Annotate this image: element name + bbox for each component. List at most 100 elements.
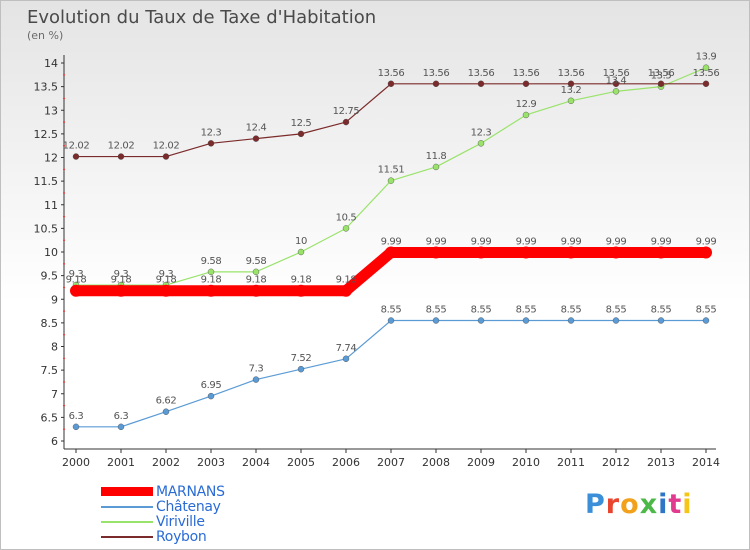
y-minor-dot <box>63 310 65 313</box>
data-label: 12.02 <box>108 141 135 152</box>
data-point <box>385 246 397 259</box>
y-tick-label: 6 <box>51 435 58 448</box>
data-point <box>72 153 80 160</box>
x-tick-label: 2011 <box>557 456 585 469</box>
data-point <box>657 317 665 324</box>
logo-letter: o <box>620 489 640 520</box>
y-minor-dot <box>63 380 65 383</box>
data-point <box>252 268 260 276</box>
data-point <box>475 246 487 259</box>
legend-swatch <box>101 536 153 538</box>
data-point <box>387 80 395 87</box>
y-tick-label: 7.5 <box>41 364 59 377</box>
data-point <box>565 246 577 259</box>
y-minor-dot <box>63 357 65 360</box>
data-point <box>342 225 350 232</box>
data-point <box>342 355 350 362</box>
data-point <box>610 246 622 259</box>
data-label: 8.55 <box>381 305 402 316</box>
data-point <box>522 111 530 119</box>
data-label: 13.56 <box>468 68 495 79</box>
data-point <box>520 246 532 259</box>
data-label: 8.55 <box>606 305 627 316</box>
data-label: 10 <box>295 236 307 247</box>
data-point <box>477 317 485 324</box>
y-tick-label: 13.5 <box>34 81 59 94</box>
data-label: 9.18 <box>336 275 357 286</box>
data-point <box>162 153 170 160</box>
data-point <box>115 284 127 297</box>
data-point <box>612 88 620 95</box>
data-label: 6.95 <box>201 380 222 391</box>
data-label: 13.5 <box>651 71 672 82</box>
data-point <box>477 80 485 87</box>
data-point <box>387 317 395 324</box>
data-point <box>700 246 712 259</box>
x-tick-label: 2002 <box>152 456 180 469</box>
legend-label: MARNANS <box>156 484 225 500</box>
data-label: 9.18 <box>111 275 132 286</box>
data-label: 7.74 <box>336 343 357 354</box>
data-label: 13.56 <box>378 68 405 79</box>
legend-label: Roybon <box>156 529 207 545</box>
y-minor-dot <box>63 428 65 431</box>
data-label: 12.5 <box>291 118 312 129</box>
data-point <box>340 284 352 297</box>
series-line <box>75 319 707 428</box>
data-point <box>612 317 620 324</box>
data-point <box>522 80 530 87</box>
data-point <box>162 408 170 415</box>
data-point <box>207 268 215 276</box>
data-point <box>612 80 620 87</box>
y-minor-dot <box>63 404 65 407</box>
data-label: 12.9 <box>516 99 537 110</box>
legend-label: Viriville <box>156 514 205 530</box>
data-label: 9.99 <box>651 236 672 247</box>
data-label: 12.02 <box>153 141 180 152</box>
data-label: 13.2 <box>561 85 582 96</box>
data-label: 13.56 <box>513 68 540 79</box>
data-point <box>160 284 172 297</box>
y-minor-dot <box>63 333 65 336</box>
y-tick-label: 14 <box>44 57 58 70</box>
data-label: 6.3 <box>114 411 129 422</box>
data-label: 9.99 <box>696 236 717 247</box>
x-tick-label: 2005 <box>287 456 315 469</box>
data-point <box>430 246 442 259</box>
data-label: 9.3 <box>159 269 174 280</box>
data-point <box>655 246 667 259</box>
data-point <box>207 392 215 400</box>
data-point <box>295 284 307 297</box>
data-point <box>702 64 710 71</box>
data-label: 12.3 <box>201 127 222 138</box>
y-minor-dot <box>63 215 65 218</box>
data-label: 13.56 <box>603 68 630 79</box>
legend-swatch <box>101 521 153 523</box>
data-point <box>387 177 395 184</box>
data-label: 12.4 <box>246 123 267 134</box>
data-label: 9.99 <box>561 236 582 247</box>
data-label: 12.75 <box>333 106 360 117</box>
data-point <box>252 135 260 142</box>
data-label: 9.58 <box>201 256 222 267</box>
data-label: 9.99 <box>381 236 402 247</box>
data-label: 13.56 <box>693 68 720 79</box>
y-minor-dot <box>63 286 65 289</box>
data-point <box>432 80 440 87</box>
data-label: 12.02 <box>63 141 90 152</box>
data-label: 13.9 <box>696 52 717 63</box>
data-label: 9.58 <box>246 256 267 267</box>
y-tick-label: 13 <box>44 104 58 117</box>
data-label: 6.62 <box>156 396 177 407</box>
data-label: 8.55 <box>516 305 537 316</box>
data-point <box>207 140 215 147</box>
data-point <box>702 80 710 87</box>
data-point <box>72 423 80 431</box>
data-label: 8.55 <box>696 305 717 316</box>
x-tick-label: 2014 <box>692 456 720 469</box>
data-label: 6.3 <box>69 411 84 422</box>
y-tick-label: 6.5 <box>41 411 59 424</box>
logo-letter: t <box>668 489 683 520</box>
